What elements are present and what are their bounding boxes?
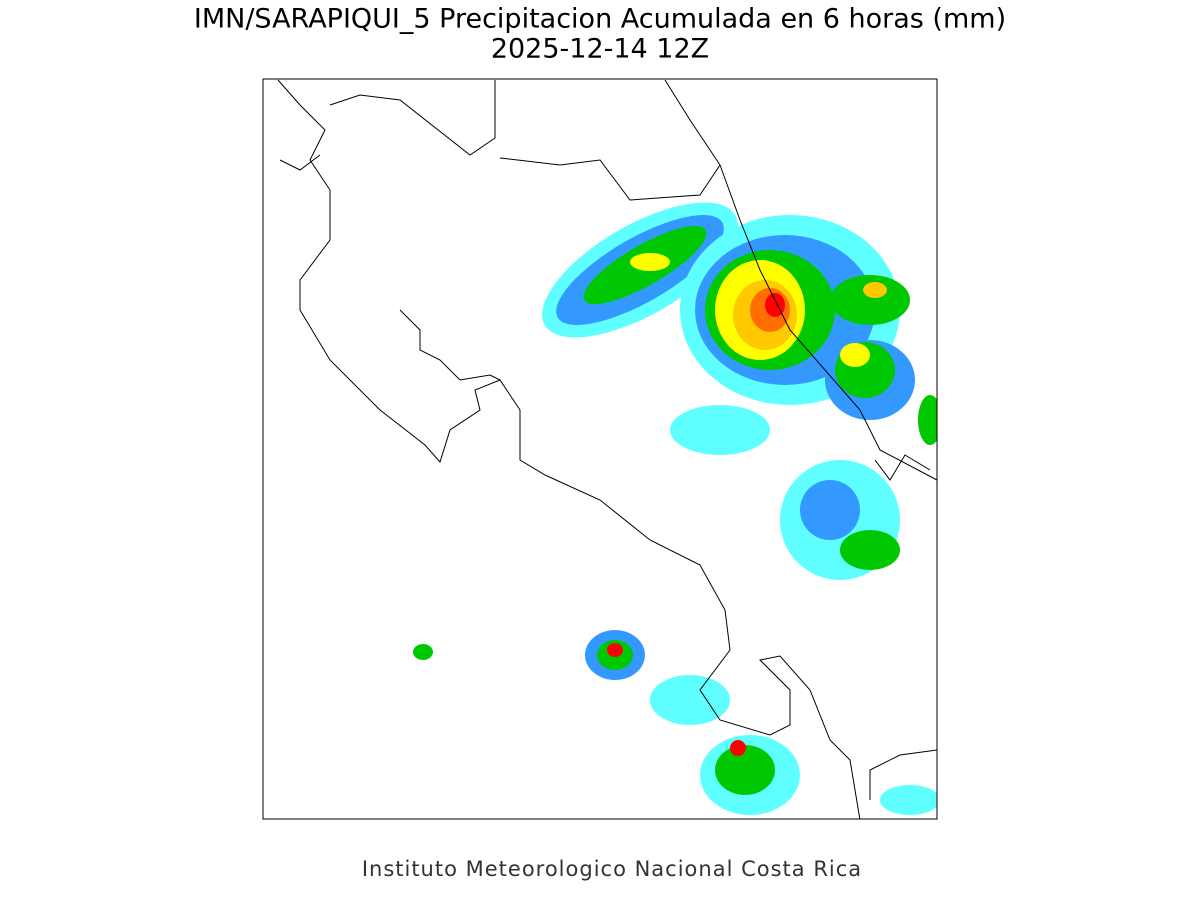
precipitation: [277, 79, 937, 819]
coastlines: [277, 79, 937, 819]
title: IMN/SARAPIQUI_5 Precipitacion Acumulada …: [194, 4, 1006, 35]
footer: Instituto Meteorologico Nacional Costa R…: [362, 857, 862, 881]
subtitle: 2025-12-14 12Z: [491, 34, 709, 65]
rain-cells: [413, 202, 937, 815]
map-frame: [262, 78, 938, 820]
